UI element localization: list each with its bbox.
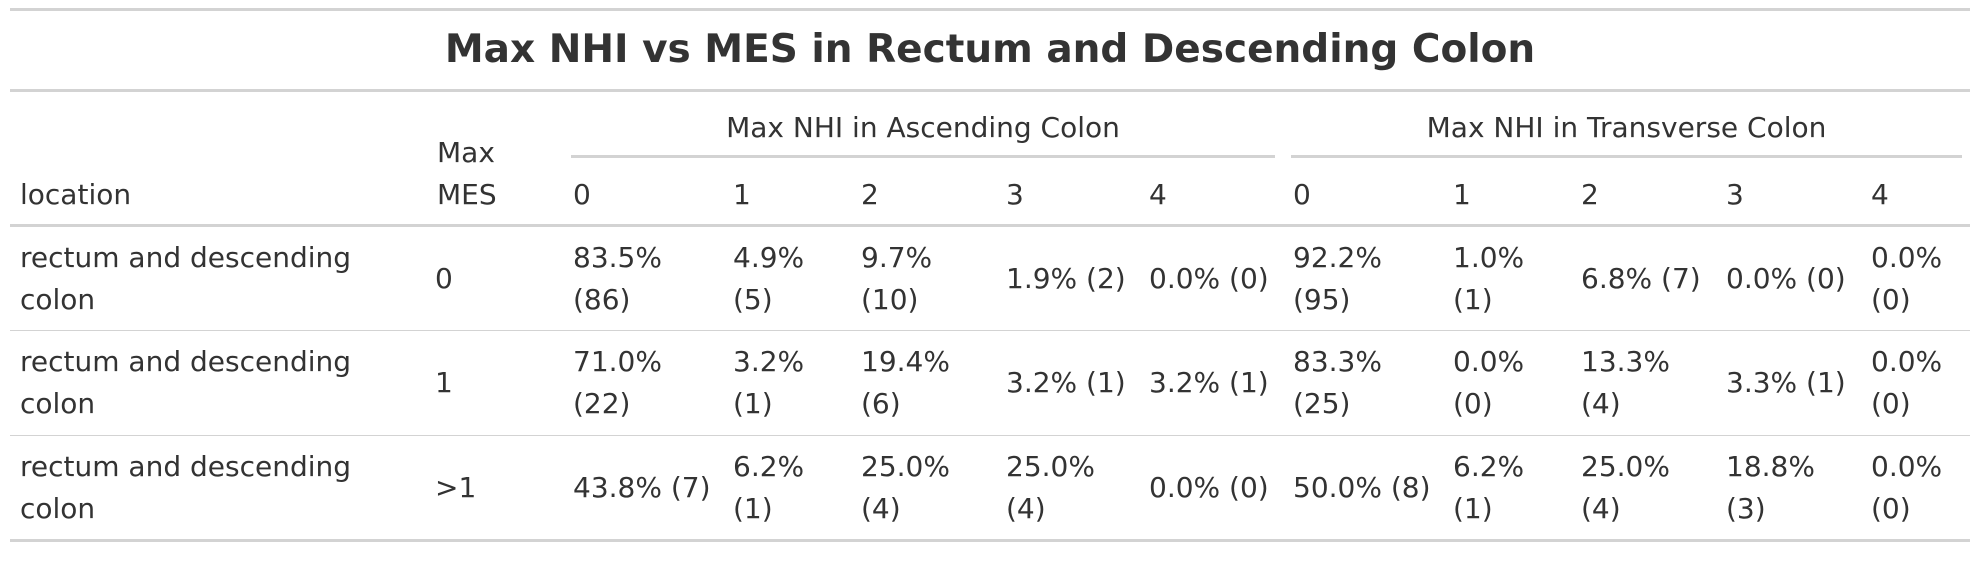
asc-cell: 1.9% (2) — [996, 225, 1139, 331]
trans-cell: 13.3% (4) — [1571, 330, 1716, 436]
trans-cell: 50.0% (8) — [1283, 435, 1443, 542]
column-header-asc-2: 2 — [851, 158, 996, 227]
table-container: Max NHI vs MES in Rectum and Descending … — [10, 8, 1971, 578]
table-row: rectum and descending colon 0 83.5% (86)… — [10, 225, 1971, 331]
asc-cell: 0.0% (0) — [1139, 435, 1283, 542]
column-header-trans-2: 2 — [1571, 158, 1716, 227]
column-header-location: location — [10, 90, 425, 227]
trans-cell: 25.0% (4) — [1571, 435, 1716, 542]
trans-cell: 0.0% (0) — [1443, 330, 1571, 436]
trans-cell: 83.3% (25) — [1283, 330, 1443, 436]
column-header-asc-1: 1 — [723, 158, 851, 227]
spanner-transverse-label: Max NHI in Transverse Colon — [1291, 107, 1963, 158]
trans-cell: 3.3% (1) — [1716, 330, 1861, 436]
asc-cell: 6.2% (1) — [723, 435, 851, 542]
trans-cell: 6.8% (7) — [1571, 225, 1716, 331]
spanner-ascending-colon: Max NHI in Ascending Colon — [563, 91, 1283, 158]
column-header-trans-4: 4 — [1861, 158, 1971, 227]
location-cell: rectum and descending colon — [10, 225, 425, 331]
asc-cell: 25.0% (4) — [996, 435, 1139, 542]
trans-cell: 1.0% (1) — [1443, 225, 1571, 331]
summary-table: Max NHI vs MES in Rectum and Descending … — [10, 8, 1971, 542]
trans-cell: 0.0% (0) — [1861, 435, 1971, 542]
asc-cell: 25.0% (4) — [851, 435, 996, 542]
trans-cell: 18.8% (3) — [1716, 435, 1861, 542]
column-header-trans-1: 1 — [1443, 158, 1571, 227]
mes-cell: >1 — [425, 435, 563, 542]
table-row: rectum and descending colon 1 71.0% (22)… — [10, 330, 1971, 436]
asc-cell: 83.5% (86) — [563, 225, 723, 331]
column-header-trans-3: 3 — [1716, 158, 1861, 227]
mes-cell: 0 — [425, 225, 563, 331]
column-header-asc-3: 3 — [996, 158, 1139, 227]
table-row: rectum and descending colon >1 43.8% (7)… — [10, 435, 1971, 542]
asc-cell: 9.7% (10) — [851, 225, 996, 331]
trans-cell: 92.2% (95) — [1283, 225, 1443, 331]
asc-cell: 3.2% (1) — [1139, 330, 1283, 436]
location-cell: rectum and descending colon — [10, 435, 425, 542]
asc-cell: 43.8% (7) — [563, 435, 723, 542]
column-header-asc-0: 0 — [563, 158, 723, 227]
mes-cell: 1 — [425, 330, 563, 436]
trans-cell: 0.0% (0) — [1861, 330, 1971, 436]
column-header-max-mes: Max MES — [425, 90, 563, 227]
location-cell: rectum and descending colon — [10, 330, 425, 436]
spanner-ascending-label: Max NHI in Ascending Colon — [571, 107, 1275, 158]
asc-cell: 4.9% (5) — [723, 225, 851, 331]
asc-cell: 3.2% (1) — [996, 330, 1139, 436]
asc-cell: 0.0% (0) — [1139, 225, 1283, 331]
column-header-asc-4: 4 — [1139, 158, 1283, 227]
asc-cell: 3.2% (1) — [723, 330, 851, 436]
table-title: Max NHI vs MES in Rectum and Descending … — [10, 8, 1971, 92]
asc-cell: 71.0% (22) — [563, 330, 723, 436]
trans-cell: 0.0% (0) — [1861, 225, 1971, 331]
spanner-transverse-colon: Max NHI in Transverse Colon — [1283, 91, 1970, 158]
column-header-trans-0: 0 — [1283, 158, 1443, 227]
trans-cell: 0.0% (0) — [1716, 225, 1861, 331]
asc-cell: 19.4% (6) — [851, 330, 996, 436]
trans-cell: 6.2% (1) — [1443, 435, 1571, 542]
